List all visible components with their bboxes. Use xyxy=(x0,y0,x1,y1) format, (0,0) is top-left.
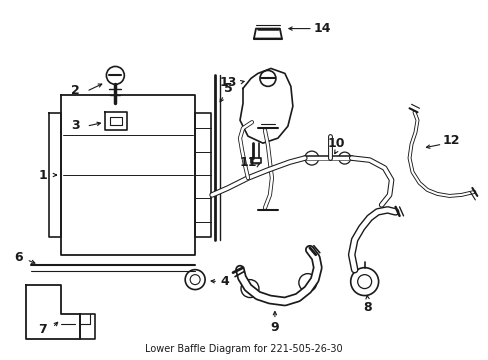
Text: 11: 11 xyxy=(239,156,256,168)
Text: 1: 1 xyxy=(38,168,47,181)
Text: 5: 5 xyxy=(223,82,232,95)
Text: 13: 13 xyxy=(219,76,236,89)
Text: 12: 12 xyxy=(442,134,459,147)
Text: 6: 6 xyxy=(14,251,23,264)
Text: 14: 14 xyxy=(313,22,331,35)
Text: 9: 9 xyxy=(270,321,279,334)
Text: 10: 10 xyxy=(327,137,345,150)
Text: 7: 7 xyxy=(38,323,47,336)
Text: 3: 3 xyxy=(71,119,80,132)
Text: 2: 2 xyxy=(71,84,80,97)
Text: 4: 4 xyxy=(220,275,229,288)
Text: Lower Baffle Diagram for 221-505-26-30: Lower Baffle Diagram for 221-505-26-30 xyxy=(145,345,342,354)
Text: 8: 8 xyxy=(363,301,371,314)
